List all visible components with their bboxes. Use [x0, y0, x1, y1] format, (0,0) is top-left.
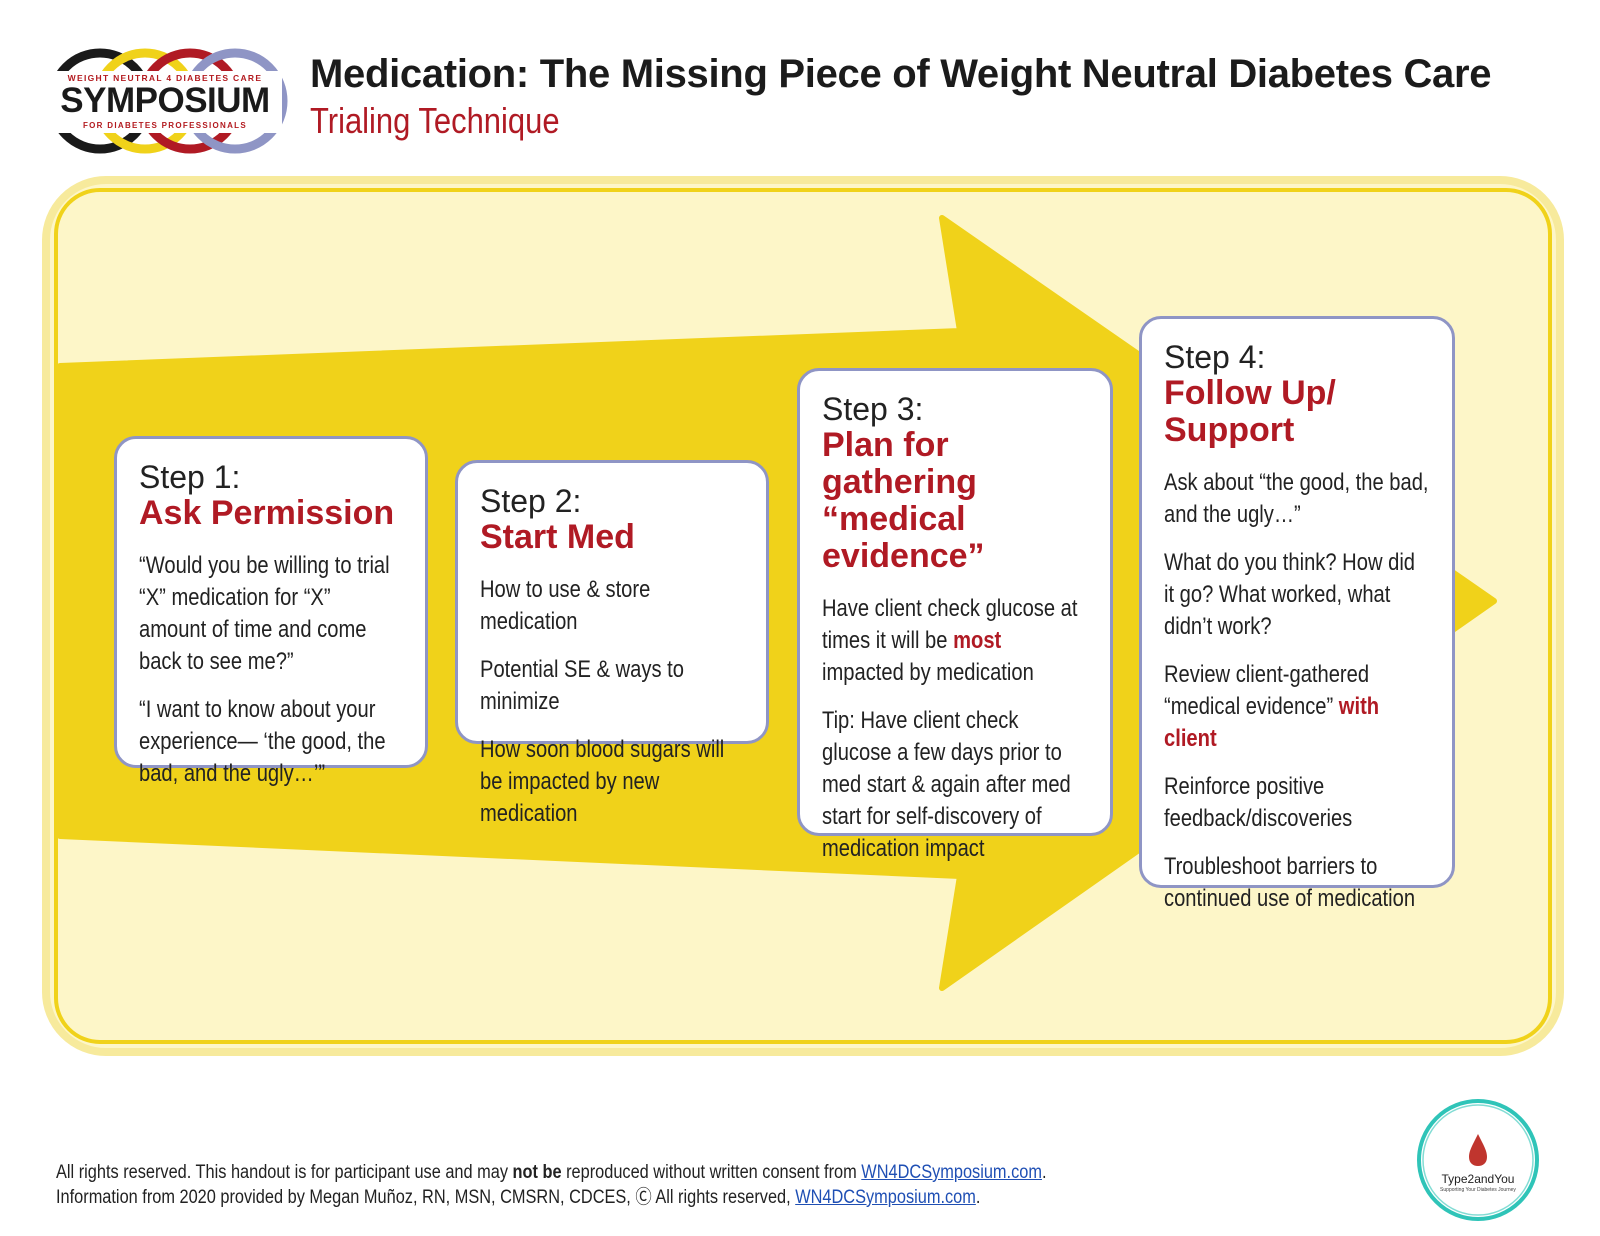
footer-bold: not be [512, 1162, 562, 1183]
step-heading: Follow Up/ Support [1164, 374, 1336, 449]
step-heading: Ask Permission [139, 494, 395, 532]
badge-ring [1417, 1099, 1539, 1221]
logo-top-text: WEIGHT NEUTRAL 4 DIABETES CARE [67, 73, 263, 83]
bullet-text: impacted by medication [822, 659, 1034, 686]
blood-drop-icon [1469, 1134, 1487, 1166]
step-heading: Start Med [480, 518, 635, 556]
step-card-3: Step 3: Plan for gathering “medical evide… [797, 368, 1113, 862]
page-title: Medication: The Missing Piece of Weight … [310, 52, 1492, 96]
footer-text: Information from 2020 provided by Megan … [56, 1187, 796, 1208]
step-bullet: “Would you be willing to trial “X” medic… [139, 552, 390, 675]
badge-name: Type2andYou [1441, 1172, 1515, 1186]
bullet-emphasis: with client [1164, 693, 1380, 752]
footer-text: . [975, 1187, 981, 1208]
step-bullet: “I want to know about your experience— ‘… [139, 696, 386, 787]
footer-text: All rights reserved. This handout is for… [56, 1162, 513, 1183]
logo-rings [50, 48, 288, 154]
logo-main-text: SYMPOSIUM [60, 81, 270, 120]
step-bullet: What do you think? How did it go? What w… [1164, 549, 1416, 640]
step-bullet: How to use & store medication [480, 576, 651, 635]
step-bullet: Ask about “the good, the bad, and the ug… [1164, 469, 1429, 528]
step-bullet: Review client-gathered “medical evidence… [1164, 659, 1430, 755]
badge-tagline: Supporting Your Diabetes Journey [1440, 1187, 1516, 1193]
footer-line-1: All rights reserved. This handout is for… [56, 1160, 1047, 1185]
step-label: Step 4: [1164, 339, 1266, 375]
bullet-text: Review client-gathered “medical evidence… [1164, 661, 1370, 720]
step-label: Step 2: [480, 483, 582, 519]
step-bullet: How soon blood sugars will be impacted b… [480, 736, 725, 827]
step-label: Step 1: [139, 459, 241, 495]
type2andyou-logo: Type2andYou Supporting Your Diabetes Jou… [1414, 1096, 1542, 1224]
page-subtitle: Trialing Technique [310, 100, 560, 141]
step-label: Step 3: [822, 391, 924, 427]
symposium-link[interactable]: WN4DCSymposium.com [861, 1162, 1042, 1183]
step-card-4: Step 4: Follow Up/ Support Ask about “the … [1139, 316, 1455, 912]
step-bullet: Troubleshoot barriers to continued use o… [1164, 853, 1416, 912]
logo-bottom-text: FOR DIABETES PROFESSIONALS [82, 121, 248, 130]
symposium-link[interactable]: WN4DCSymposium.com [795, 1187, 976, 1208]
footer-line-2: Information from 2020 provided by Megan … [56, 1185, 1047, 1210]
step-card-1: Step 1: Ask Permission “Would you be willi… [114, 436, 428, 787]
step-bullet: Reinforce positive feedback/discoveries [1164, 773, 1353, 832]
symposium-logo: WEIGHT NEUTRAL 4 DIABETES CARE SYMPOSIUM… [50, 45, 290, 157]
bullet-text: Have client check glucose at times it wi… [822, 595, 1078, 654]
footer-text: reproduced without written consent from [561, 1162, 862, 1183]
step-bullet: Potential SE & ways to minimize [480, 656, 684, 715]
footer: All rights reserved. This handout is for… [56, 1160, 1047, 1210]
bullet-emphasis: most [953, 627, 1002, 654]
step-card-2: Step 2: Start Med How to use & store medic… [455, 460, 769, 827]
step-bullet: Tip: Have client check glucose a few day… [822, 707, 1071, 862]
footer-text: . [1041, 1162, 1047, 1183]
step-heading: Plan for gathering “medical evidence” [822, 426, 985, 575]
step-bullet: Have client check glucose at times it wi… [822, 593, 1088, 689]
